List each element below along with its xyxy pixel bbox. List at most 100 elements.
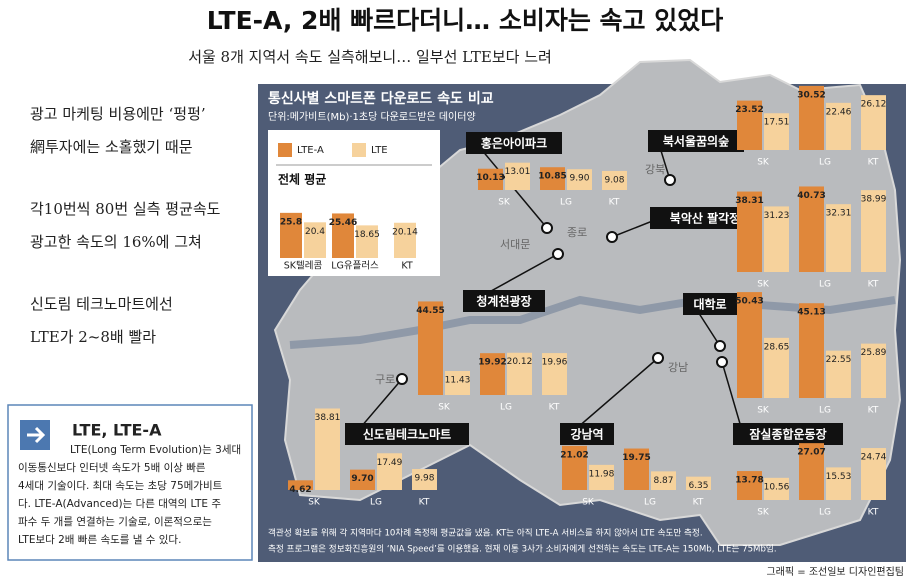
- location-name: 북악산 팔각정: [670, 211, 740, 226]
- carrier-label: SK: [757, 508, 770, 518]
- value-label: 9.70: [351, 474, 373, 484]
- value-label: 13.01: [505, 167, 531, 177]
- location-box: [463, 290, 545, 312]
- carrier-label: SK: [757, 280, 770, 290]
- info-title: LTE, LTE-A: [72, 421, 162, 440]
- lte-bar: [445, 370, 470, 395]
- info-text: 다. LTE-A(Advanced)는 다른 대역의 LTE 주: [18, 498, 221, 510]
- lte-bar: [356, 225, 378, 258]
- lte-a-bar: [540, 167, 565, 190]
- value-label: 11.43: [445, 375, 471, 385]
- lte-bar: [764, 477, 789, 500]
- info-arrow: [27, 426, 46, 444]
- value-label: 25.89: [861, 348, 887, 358]
- value-label: 26.12: [861, 100, 887, 110]
- carrier-label: LG: [370, 498, 382, 508]
- value-label: 38.81: [315, 413, 341, 423]
- district-label: 강남: [668, 361, 688, 374]
- value-label: 6.35: [688, 481, 708, 491]
- info-text: 파수 두 개를 연결하는 기술로, 이론적으로는: [18, 515, 212, 528]
- footnote: 객관성 확보를 위해 각 지역마다 10차례 측정해 평균값을 냈음. KT는 …: [268, 527, 703, 539]
- han-river: [289, 295, 896, 349]
- lte-a-bar: [418, 301, 443, 395]
- value-label: 8.87: [653, 476, 673, 486]
- district-label: 구로: [375, 373, 395, 386]
- value-label: 13.78: [735, 476, 763, 486]
- location-box: [560, 423, 614, 445]
- location-box: [648, 130, 744, 152]
- lte-bar: [542, 353, 567, 395]
- value-label: 30.52: [797, 90, 825, 100]
- carrier-label: LG: [644, 498, 656, 508]
- location-name: 강남역: [570, 427, 603, 442]
- leader-line: [721, 361, 744, 435]
- location-dot: [606, 231, 618, 243]
- carrier-label: LG: [819, 508, 831, 518]
- value-label: 25.8: [280, 217, 302, 227]
- lte-bar: [764, 337, 789, 398]
- lte-a-bar: [280, 212, 302, 258]
- carrier-label: LG: [500, 403, 512, 413]
- carrier-label: LG: [819, 406, 831, 416]
- leader-line: [569, 357, 659, 435]
- location-dot: [714, 340, 726, 352]
- carrier-label: SK: [757, 406, 770, 416]
- value-label: 50.43: [735, 297, 763, 307]
- side-point: 광고 마케팅 비용에만 ‘펑펑’: [30, 105, 206, 123]
- value-label: 4.62: [289, 485, 311, 495]
- lte-bar: [764, 206, 789, 272]
- value-label: 45.13: [797, 308, 825, 318]
- value-label: 20.12: [507, 357, 533, 367]
- value-label: 17.51: [764, 118, 790, 128]
- lte-a-bar: [799, 443, 824, 500]
- lte-a-bar: [480, 353, 505, 395]
- lte-a-bar: [799, 303, 824, 398]
- value-label: 25.46: [329, 218, 357, 228]
- value-label: 9.98: [414, 474, 434, 484]
- value-label: 38.99: [861, 195, 887, 205]
- lte-bar: [567, 169, 592, 190]
- location-name: 잠실종합운동장: [749, 427, 826, 442]
- lte-a-bar: [478, 168, 503, 190]
- location-dot: [716, 356, 728, 368]
- lte-a-bar: [562, 445, 587, 490]
- chart-title: 통신사별 스마트폰 다운로드 속도 비교: [268, 90, 494, 107]
- lte-bar: [861, 448, 886, 500]
- carrier-label: SK: [582, 498, 595, 508]
- value-label: 38.31: [735, 196, 763, 206]
- legend-swatch: [352, 143, 366, 157]
- lte-bar: [304, 222, 326, 258]
- lte-bar: [507, 352, 532, 395]
- lte-a-bar: [737, 471, 762, 500]
- info-text: 이동통신보다 인터넷 속도가 5배 이상 빠른: [18, 462, 206, 474]
- value-label: 40.73: [797, 191, 825, 201]
- lte-bar: [826, 204, 851, 272]
- lte-bar: [394, 222, 416, 258]
- value-label: 10.85: [538, 172, 566, 182]
- lte-bar: [826, 467, 851, 500]
- lte-a-bar: [288, 480, 313, 490]
- location-dot: [541, 222, 553, 234]
- lte-bar: [861, 343, 886, 398]
- lte-a-bar: [799, 85, 824, 150]
- carrier-label: SK: [757, 158, 770, 168]
- lte-bar: [602, 170, 627, 190]
- value-label: 18.65: [354, 230, 380, 240]
- location-box: [650, 207, 760, 229]
- lte-bar: [826, 102, 851, 150]
- value-label: 9.08: [604, 175, 624, 185]
- value-label: 9.90: [569, 174, 589, 184]
- subtitle: 서울 8개 지역서 속도 실측해보니… 일부선 LTE보다 느려: [188, 48, 552, 66]
- lte-bar: [764, 113, 789, 150]
- carrier-label: KT: [419, 498, 430, 508]
- value-label: 44.55: [416, 306, 444, 316]
- side-point: 각10번씩 80번 실측 평균속도: [30, 200, 221, 218]
- location-dot: [396, 373, 408, 385]
- lte-bar: [826, 350, 851, 398]
- lte-bar: [651, 471, 676, 490]
- carrier-label: SK: [498, 198, 511, 208]
- value-label: 20.14: [392, 227, 418, 237]
- carrier-label: KT: [868, 406, 879, 416]
- location-name: 청계천광장: [476, 294, 531, 309]
- lte-bar: [686, 476, 711, 490]
